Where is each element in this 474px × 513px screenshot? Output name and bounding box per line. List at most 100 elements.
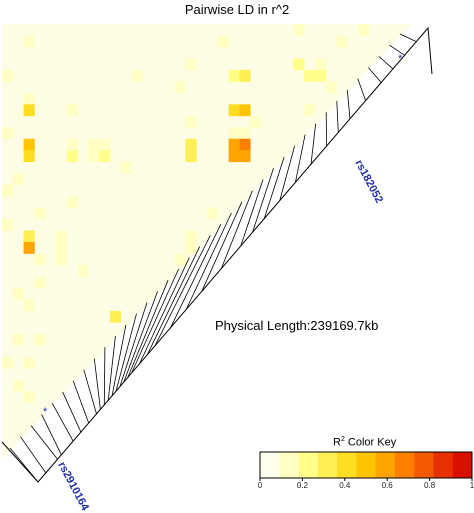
color-key-title-rest: Color Key [345,437,396,449]
snp-map-line [347,90,350,119]
ld-cell [229,127,240,139]
ld-cell [315,58,326,70]
color-key-swatch [376,452,396,478]
color-key-swatch [318,452,338,478]
ld-cell [304,70,315,82]
ld-cell [239,127,250,139]
ld-cell [13,380,24,392]
ld-cell [2,357,13,369]
color-key-swatch [356,452,376,478]
snp-map-line [10,448,38,482]
color-key-tick-label: 0.8 [424,481,435,490]
ld-cell [99,139,110,151]
ld-cell [239,150,250,162]
ld-cell [229,104,240,116]
ld-cell [336,35,347,47]
ld-cell [185,58,196,70]
color-key-swatch [299,452,319,478]
color-key-tick-label: 1 [470,481,474,490]
ld-cell [2,219,13,231]
ld-cell [34,276,45,288]
snp-map-line [42,414,62,454]
snp-map-line [31,426,57,460]
ld-cell [24,391,35,403]
ld-cell [34,253,45,265]
ld-cell [88,150,99,162]
ld-cell [239,70,250,82]
ld-cell [34,334,45,346]
color-key-tick-label: 0 [258,481,262,490]
ld-cell [326,81,337,93]
color-key-tick-label: 0.4 [339,481,350,490]
color-key-swatch [433,452,453,478]
ld-cell [185,150,196,162]
snp-map-line [63,392,81,432]
ld-cell [88,139,99,151]
ld-cell [67,104,78,116]
ld-cell [24,139,35,151]
ld-cell [24,231,35,243]
ld-cell [229,139,240,151]
color-key [260,452,473,481]
color-key-swatch [337,452,357,478]
ld-cell [56,231,67,243]
ld-cell [24,104,35,116]
ld-cell [304,104,315,116]
snp-marker-star: * [43,406,48,418]
ld-cell [185,242,196,254]
ld-cell [78,265,89,277]
physical-length-label: Physical Length:239169.7kb [215,318,378,333]
ld-cell [2,127,13,139]
ld-cell [229,150,240,162]
snp-map-line [379,56,393,69]
color-key-swatch [279,452,299,478]
ld-cell [185,231,196,243]
ld-cell [13,173,24,185]
color-key-tick-label: 0.6 [382,481,393,490]
snp-map-line [104,347,105,405]
ld-cell [239,139,250,151]
snp-map-line [358,79,366,101]
color-key-swatch [414,452,434,478]
color-key-title: R2 Color Key [333,436,396,449]
ld-cell [358,24,369,36]
ld-cell [250,116,261,128]
ld-cell [67,139,78,151]
ld-cell [24,242,35,254]
snp-map-line [400,34,416,42]
ld-cell [24,299,35,311]
ld-cell [24,357,35,369]
color-key-swatch [453,452,473,478]
ld-cell [2,70,13,82]
snp-map-line [84,370,97,414]
ld-cell [229,70,240,82]
ld-cell [24,150,35,162]
ld-cell [67,150,78,162]
ld-cell [218,35,229,47]
ld-cell [24,35,35,47]
ld-cell [34,208,45,220]
ld-cell [175,81,186,93]
ld-cell [24,93,35,105]
ld-cell [13,288,24,300]
color-key-title-r: R [333,437,341,449]
ld-cell [110,311,121,323]
color-key-swatch [395,452,415,478]
ld-cell [67,196,78,208]
ld-cell [13,334,24,346]
snp-map-line [368,68,381,83]
chart-title: Pairwise LD in r^2 [0,2,474,17]
snp-marker-star: * [398,53,403,65]
color-key-swatch [260,452,280,478]
ld-cell [99,150,110,162]
color-key-tick-label: 0.2 [297,481,308,490]
snp-map-line [73,381,89,423]
ld-cell [293,58,304,70]
ld-cell [175,253,186,265]
ld-cell [293,24,304,36]
ld-cell [185,116,196,128]
ld-cell [315,70,326,82]
ld-cell [56,242,67,254]
ld-cell [56,253,67,265]
